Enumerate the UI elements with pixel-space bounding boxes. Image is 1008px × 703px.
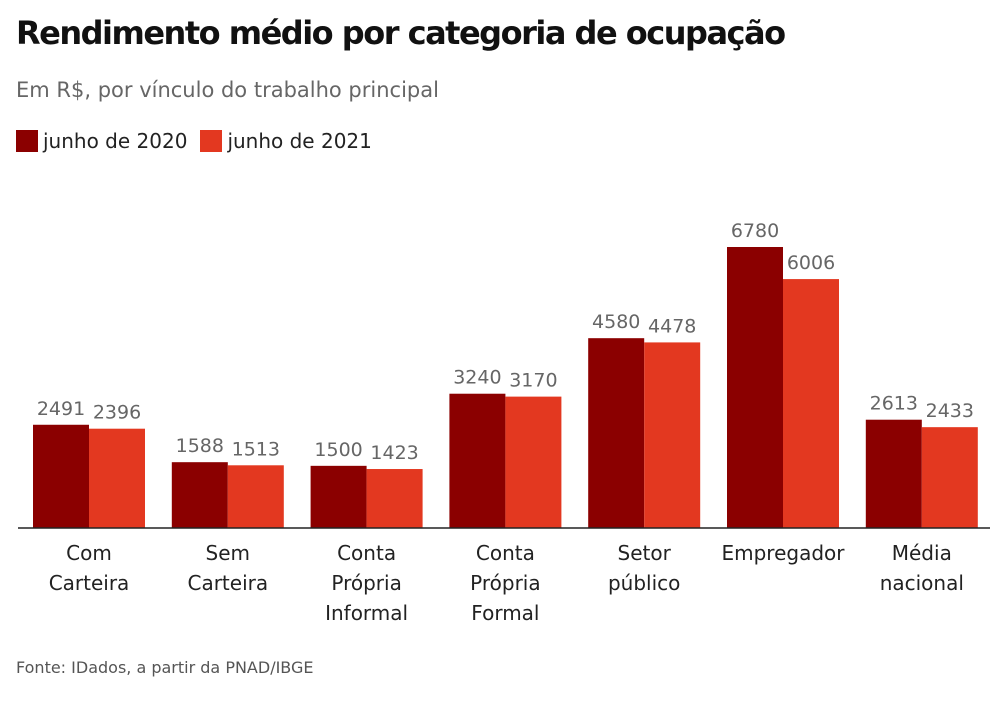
bar-2020-5	[727, 247, 783, 528]
bar-2020-4	[588, 338, 645, 528]
category-label-6: Média nacional	[880, 541, 964, 595]
bar-2020-0	[33, 424, 89, 528]
value-label-2020-5: 6780	[731, 220, 779, 242]
legend-swatch-2020	[16, 130, 38, 152]
bar-2021-3	[505, 396, 562, 528]
value-label-2020-6: 2613	[870, 393, 918, 415]
bar-2021-5	[783, 279, 839, 528]
source-note: Fonte: IDados, a partir da PNAD/IBGE	[16, 658, 314, 677]
value-label-2021-0: 2396	[93, 402, 141, 424]
chart-title: Rendimento médio por categoria de ocupaç…	[16, 14, 786, 52]
bar-2021-1	[227, 465, 284, 528]
value-label-2020-2: 1500	[314, 439, 362, 461]
value-label-2020-0: 2491	[37, 398, 85, 420]
bar-2021-0	[89, 428, 145, 528]
category-label-3: Conta Própria Formal	[470, 541, 540, 625]
value-label-2021-1: 1513	[232, 438, 280, 460]
category-label-0: Com Carteira	[49, 541, 130, 595]
chart-subtitle: Em R$, por vínculo do trabalho principal	[16, 78, 439, 102]
bar-2020-2	[310, 465, 367, 528]
category-label-1: Sem Carteira	[187, 541, 268, 595]
value-label-2021-3: 3170	[509, 370, 557, 392]
value-label-2021-4: 4478	[648, 315, 696, 337]
legend: junho de 2020 junho de 2021	[16, 129, 385, 153]
legend-label-2021: junho de 2021	[227, 129, 372, 153]
category-label-5: Empregador	[721, 541, 845, 565]
bar-2021-4	[644, 342, 701, 528]
category-label-4: Setor público	[608, 541, 680, 595]
bar-2021-6	[921, 427, 978, 528]
value-label-2021-2: 1423	[370, 442, 418, 464]
value-label-2021-6: 2433	[926, 400, 974, 422]
legend-item-2021: junho de 2021	[200, 129, 372, 153]
legend-swatch-2021	[200, 130, 223, 152]
value-label-2020-1: 1588	[176, 435, 224, 457]
legend-item-2020: junho de 2020	[16, 129, 187, 153]
category-label-2: Conta Própria Informal	[325, 541, 408, 625]
bar-2020-3	[449, 393, 506, 528]
value-label-2021-5: 6006	[787, 252, 835, 274]
bar-2021-2	[366, 469, 423, 528]
value-label-2020-4: 4580	[592, 311, 640, 333]
bar-2020-6	[865, 419, 922, 528]
legend-label-2020: junho de 2020	[43, 129, 188, 153]
value-label-2020-3: 3240	[453, 367, 501, 389]
bar-2020-1	[171, 462, 228, 528]
